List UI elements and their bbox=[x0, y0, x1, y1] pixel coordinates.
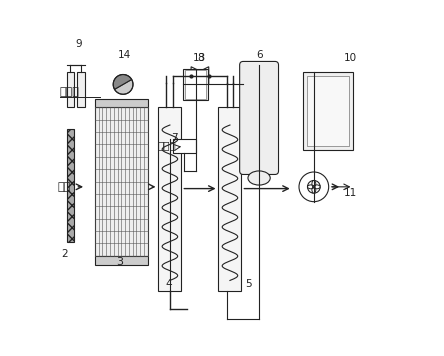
Text: 11: 11 bbox=[344, 188, 357, 198]
Text: 饮用水: 饮用水 bbox=[59, 87, 79, 97]
Bar bbox=[183, 68, 208, 100]
Polygon shape bbox=[191, 67, 209, 84]
Bar bbox=[173, 139, 195, 153]
Bar bbox=[95, 256, 148, 265]
Text: 4: 4 bbox=[166, 279, 172, 289]
Text: 9: 9 bbox=[75, 39, 82, 49]
Wedge shape bbox=[113, 74, 132, 89]
Polygon shape bbox=[191, 67, 209, 84]
Bar bbox=[303, 72, 353, 150]
Text: 3: 3 bbox=[116, 257, 123, 267]
Circle shape bbox=[308, 180, 320, 193]
Text: 冷凝水: 冷凝水 bbox=[157, 140, 176, 150]
Circle shape bbox=[299, 172, 329, 201]
Text: 8: 8 bbox=[198, 53, 204, 63]
Text: 7: 7 bbox=[171, 133, 178, 143]
Bar bbox=[95, 99, 148, 108]
Text: 14: 14 bbox=[118, 50, 131, 60]
Bar bbox=[218, 108, 242, 291]
Text: 2: 2 bbox=[62, 250, 68, 260]
Bar bbox=[185, 70, 206, 99]
Bar bbox=[95, 108, 148, 256]
Text: 13: 13 bbox=[193, 53, 206, 63]
Ellipse shape bbox=[248, 171, 270, 185]
Bar bbox=[307, 75, 349, 146]
FancyBboxPatch shape bbox=[67, 129, 74, 242]
Text: 空气: 空气 bbox=[58, 182, 71, 192]
Bar bbox=[67, 72, 74, 108]
Text: 5: 5 bbox=[245, 279, 252, 289]
Wedge shape bbox=[115, 79, 133, 94]
Text: 10: 10 bbox=[344, 53, 357, 63]
FancyBboxPatch shape bbox=[240, 62, 278, 174]
Bar bbox=[77, 72, 85, 108]
Bar bbox=[159, 108, 182, 291]
Text: 6: 6 bbox=[256, 50, 262, 60]
